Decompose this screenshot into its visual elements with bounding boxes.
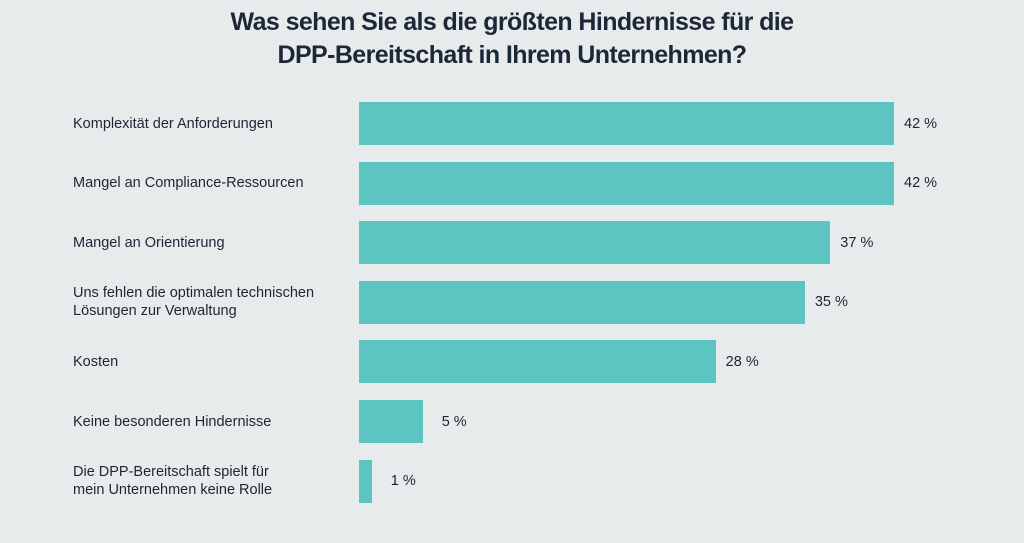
category-label: Mangel an Compliance-Ressourcen: [73, 174, 353, 192]
category-label-line: Keine besonderen Hindernisse: [73, 413, 272, 430]
value-label: 42 %: [904, 115, 938, 132]
bar: [359, 102, 894, 145]
bar: [359, 400, 423, 443]
value-label: 35 %: [814, 294, 848, 311]
chart-title-line: Was sehen Sie als die größten Hinderniss…: [230, 8, 794, 36]
bar: [359, 459, 372, 503]
category-label: Uns fehlen die optimalen technischen Lösu…: [73, 284, 353, 320]
category-label: Mangel an Orientierung: [73, 234, 353, 252]
category-label-line: Komplexität der Anforderungen: [73, 115, 273, 132]
bar: [359, 221, 831, 265]
category-label-line: Mangel an Orientierung: [73, 234, 225, 251]
category-label-line: Kosten: [73, 353, 119, 370]
value-label: 37 %: [840, 234, 874, 251]
category-label-line: mein Unternehmen keine Rolle: [73, 482, 273, 499]
category-label-line: Die DPP-Bereitschaft spielt für: [73, 464, 269, 481]
value-label: 1 %: [390, 473, 416, 490]
bar: [359, 340, 716, 384]
category-label: Die DPP-Bereitschaft spielt für mein Unte…: [73, 463, 353, 499]
value-label: 28 %: [725, 353, 759, 370]
category-label: Keine besonderen Hindernisse: [73, 413, 353, 431]
category-label-line: Lösungen zur Verwaltung: [73, 303, 237, 320]
value-label: 42 %: [904, 175, 938, 192]
category-label-line: Mangel an Compliance-Ressourcen: [73, 175, 304, 192]
chart-title: Was sehen Sie als die größten Hinderniss…: [0, 6, 1024, 72]
category-label-line: Uns fehlen die optimalen technischen: [73, 285, 315, 302]
chart-title-line: DPP-Bereitschaft in Ihrem Unternehmen?: [277, 41, 748, 69]
bar: [359, 280, 805, 324]
category-label: Kosten: [73, 353, 353, 371]
bar: [359, 161, 894, 205]
value-label: 5 %: [441, 413, 467, 430]
category-label: Komplexität der Anforderungen: [73, 115, 353, 133]
